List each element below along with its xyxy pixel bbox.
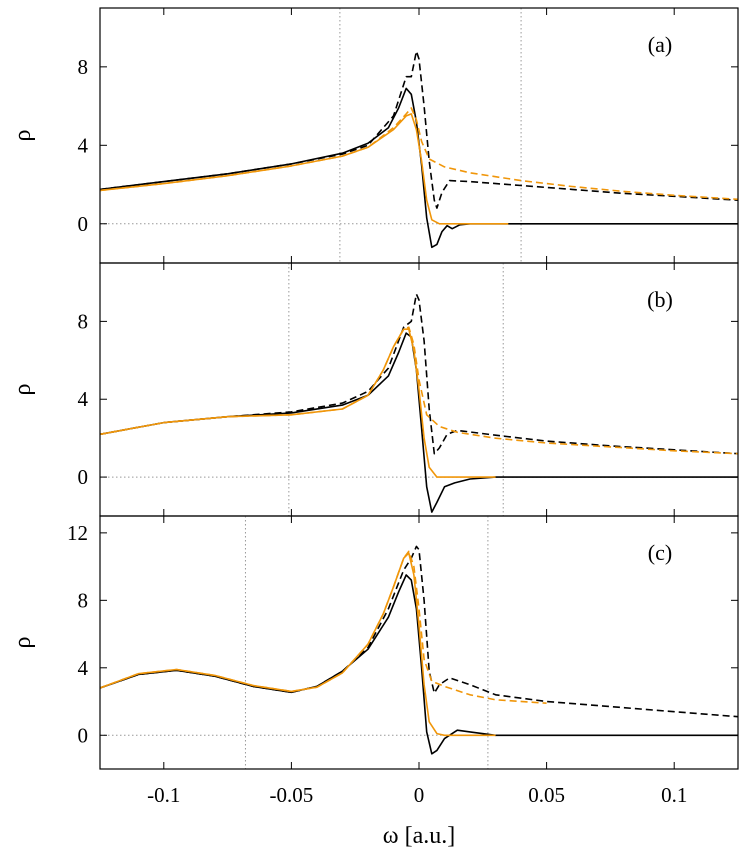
series-line-1	[100, 545, 738, 718]
series-line-3	[100, 326, 738, 455]
x-tick-label: 0.1	[661, 783, 687, 807]
x-axis-title: ω [a.u.]	[383, 823, 455, 849]
series-line-3	[100, 107, 738, 201]
plot-frame	[99, 7, 739, 264]
panel-2: 0 4 8 12 ρ (c)	[10, 515, 739, 770]
series-line-1	[100, 50, 738, 209]
y-tick-label: 0	[78, 465, 89, 489]
y-tick-label: 4	[78, 656, 89, 680]
series-line-2	[100, 113, 509, 225]
panel-0: 0 4 8 ρ (a)	[10, 7, 739, 264]
y-axis-title: ρ	[10, 384, 36, 396]
y-tick-label: 0	[78, 212, 89, 236]
y-tick-label: 12	[67, 521, 88, 545]
y-axis-title: ρ	[10, 637, 36, 649]
series-line-0	[100, 574, 738, 755]
y-tick-label: 4	[78, 133, 89, 157]
y-tick-label: 4	[78, 387, 89, 411]
y-tick-label: 8	[78, 55, 89, 79]
panel-1: 0 4 8 ρ (b)	[10, 262, 739, 517]
panel-label: (a)	[648, 32, 672, 57]
y-tick-label: 8	[78, 309, 89, 333]
series-line-0	[100, 332, 738, 513]
panel-label: (c)	[648, 540, 672, 565]
x-tick-label: 0.05	[528, 783, 565, 807]
series-line-3	[100, 550, 547, 704]
x-tick-label: -0.1	[147, 783, 180, 807]
y-axis-title: ρ	[10, 130, 36, 142]
series-line-2	[100, 328, 496, 478]
x-tick-label: -0.05	[270, 783, 314, 807]
y-tick-label: 8	[78, 588, 89, 612]
x-tick-label: 0	[414, 783, 425, 807]
series-line-1	[100, 293, 738, 455]
series-line-2	[100, 552, 496, 737]
y-tick-label: 0	[78, 723, 89, 747]
series-line-0	[100, 87, 738, 249]
panel-label: (b)	[647, 287, 673, 312]
